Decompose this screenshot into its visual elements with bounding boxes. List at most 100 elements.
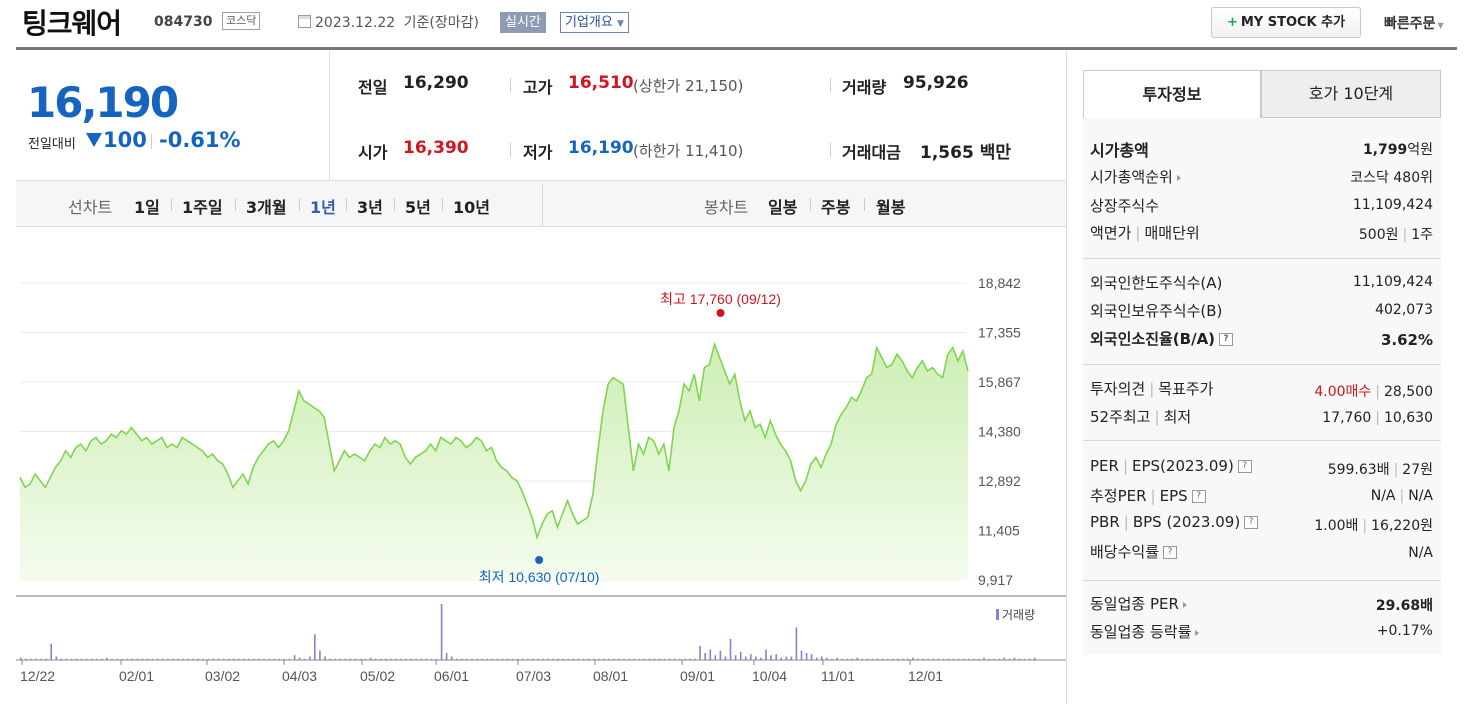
volume-bar — [902, 658, 904, 660]
target-price: 28,500 — [1384, 384, 1433, 400]
volume-bar — [359, 658, 362, 660]
period-1y[interactable]: 1년 — [310, 198, 336, 217]
volume-bar — [288, 658, 291, 660]
divider: | — [1123, 513, 1129, 531]
volume-bar — [623, 658, 625, 660]
volume-bar — [674, 658, 676, 660]
prev-close-value: 16,290 — [403, 73, 469, 93]
volume-bar — [55, 656, 58, 660]
volume-bar — [111, 658, 113, 660]
company-overview-button[interactable]: 기업개요 ▼ — [560, 12, 629, 33]
y-tick-label: 12,892 — [978, 473, 1021, 489]
trade-amount-label: 거래대금 — [842, 143, 901, 162]
volume-bar — [461, 658, 463, 660]
sector-per-text: 동일업종 PER — [1090, 595, 1179, 613]
help-icon[interactable]: ? — [1244, 516, 1259, 529]
period-1w[interactable]: 1주일 — [182, 198, 223, 217]
tab-invest-info[interactable]: 투자정보 — [1083, 70, 1261, 119]
divider — [1083, 364, 1441, 365]
volume-bar — [319, 650, 321, 660]
volume-value: 95,926 — [903, 73, 969, 93]
period-3m[interactable]: 3개월 — [246, 198, 287, 217]
opinion-label-a: 투자의견 — [1090, 380, 1146, 398]
volume-bar — [861, 658, 864, 660]
period-3y[interactable]: 3년 — [357, 198, 383, 217]
volume-bar — [603, 658, 605, 660]
tab-order-book[interactable]: 호가 10단계 — [1261, 70, 1441, 118]
quick-order-button[interactable]: 빠른주문 ▼ — [1384, 13, 1444, 33]
volume-bar — [374, 658, 377, 660]
volume-bar — [481, 658, 483, 660]
volume-bar — [805, 653, 808, 660]
volume-bar — [658, 658, 661, 660]
est-label-a: 추정PER — [1090, 487, 1147, 505]
change-label: 전일대비 — [28, 137, 76, 152]
add-my-stock-button[interactable]: + MY STOCK 추가 — [1211, 7, 1361, 38]
period-5y[interactable]: 5년 — [405, 198, 431, 217]
foreign-limit-value: 11,109,424 — [1352, 274, 1433, 290]
per-label: PER | EPS(2023.09)? — [1090, 457, 1252, 475]
foreign-hold-value: 402,073 — [1375, 302, 1433, 318]
foreign-limit-label: 외국인한도주식수(A) — [1090, 274, 1223, 292]
candle-monthly[interactable]: 월봉 — [876, 198, 906, 217]
help-icon[interactable]: ? — [1191, 490, 1206, 503]
volume-bar — [243, 658, 245, 660]
volume-bar — [1013, 657, 1016, 660]
volume-bar — [1028, 658, 1031, 660]
divider — [810, 198, 811, 211]
x-tick-label: 04/03 — [282, 668, 317, 684]
volume-bar — [238, 658, 240, 660]
help-icon[interactable]: ? — [1237, 460, 1252, 473]
volume-bar — [897, 658, 899, 660]
period-1d[interactable]: 1일 — [134, 198, 160, 217]
help-icon[interactable]: ? — [1163, 546, 1178, 559]
volume-bar — [232, 658, 235, 660]
calendar-icon — [298, 15, 311, 28]
volume-bar — [638, 658, 641, 660]
volume-bar — [177, 658, 179, 660]
volume-bar — [354, 658, 357, 660]
opinion-value: 4.00매수 | 28,500 — [1314, 381, 1433, 401]
volume-bar — [750, 654, 752, 660]
volume-bar — [248, 658, 250, 660]
volume-bar — [106, 657, 108, 660]
volume-bar — [496, 658, 499, 660]
pbr-value-b: 16,220원 — [1371, 518, 1433, 534]
candle-daily[interactable]: 일봉 — [768, 198, 798, 217]
volume-bar — [395, 658, 397, 660]
cap-rank-text: 시가총액순위 — [1090, 168, 1173, 186]
volume-bar — [689, 658, 691, 660]
candle-weekly[interactable]: 주봉 — [821, 198, 851, 217]
x-tick-label: 05/02 — [360, 668, 395, 684]
dividend-value: N/A — [1408, 545, 1433, 561]
volume-bar — [790, 656, 793, 660]
par-label: 액면가 | 매매단위 — [1090, 222, 1200, 243]
x-tick-label: 09/01 — [680, 668, 715, 684]
help-icon[interactable]: ? — [1219, 333, 1234, 346]
volume-bar — [182, 658, 184, 660]
par-value-a: 500원 — [1358, 227, 1399, 243]
volume-bar — [101, 658, 103, 660]
divider — [394, 198, 395, 211]
volume-bar — [506, 658, 509, 660]
x-tick-label: 12/22 — [20, 668, 55, 684]
est-per-value: N/A | N/A — [1371, 488, 1433, 504]
volume-bar — [755, 656, 757, 660]
period-10y[interactable]: 10년 — [453, 198, 490, 217]
sector-rate-label[interactable]: 동일업종 등락률 — [1090, 621, 1200, 642]
quote-date: 2023.12.22 기준(장마감) — [298, 12, 479, 32]
volume-bar — [293, 655, 296, 660]
volume-bar — [592, 658, 595, 660]
volume-bar — [202, 658, 205, 660]
volume-bar — [400, 658, 402, 660]
volume-bar — [415, 658, 417, 660]
volume-bar — [618, 658, 620, 660]
volume-bar — [562, 658, 564, 660]
cap-rank-label[interactable]: 시가총액순위 — [1090, 166, 1181, 187]
realtime-button[interactable]: 실시간 — [500, 12, 546, 33]
sector-per-label[interactable]: 동일업종 PER — [1090, 593, 1187, 614]
volume-bar — [20, 657, 22, 660]
volume-legend: 거래량 — [1002, 608, 1035, 622]
pbr-value: 1.00배 | 16,220원 — [1314, 515, 1433, 535]
price-chart[interactable]: 18,842 17,355 15,867 14,380 12,892 11,405 9,91… — [16, 228, 1066, 704]
